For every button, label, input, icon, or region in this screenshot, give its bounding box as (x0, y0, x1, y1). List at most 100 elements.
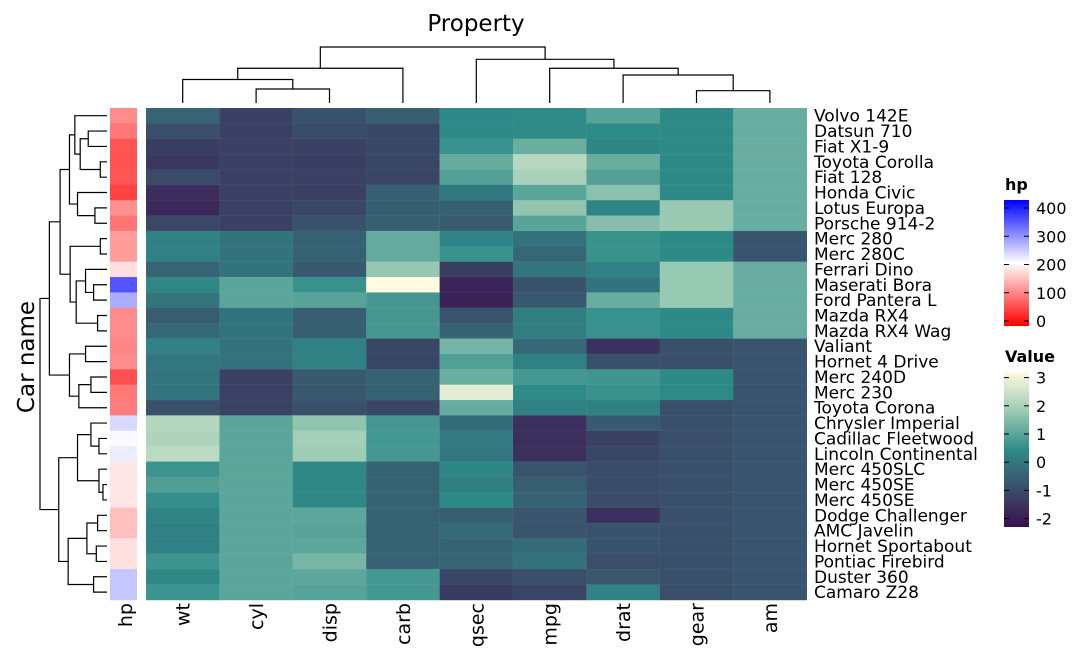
heatmap-cell (365, 461, 441, 478)
heatmap-cell (145, 292, 221, 309)
hp-annotation-cell (110, 200, 137, 216)
dendrogram-branch (695, 90, 771, 103)
dendrogram-branch (67, 537, 94, 586)
heatmap-cell (292, 153, 367, 171)
heatmap-cell (512, 107, 588, 125)
row-label: Lincoln Continental (814, 445, 978, 465)
heatmap-cell (145, 538, 221, 555)
row-label: AMC Javelin (814, 522, 914, 542)
heatmap-cell (659, 538, 734, 555)
heatmap-cell (292, 476, 367, 493)
column-label: gear (687, 603, 709, 646)
heatmap-cell (365, 430, 441, 447)
heatmap-cell (292, 123, 367, 140)
heatmap-cell (439, 215, 514, 232)
heatmap-cell (659, 230, 734, 247)
value-legend: Value -2 -1 0 1 2 3 (1004, 347, 1055, 529)
heatmap-cell (439, 538, 514, 555)
heatmap-cell (145, 399, 221, 417)
value-legend-colorbar (1004, 372, 1029, 527)
dendrogram-branch (68, 134, 78, 205)
dendrogram-branch (237, 67, 404, 103)
heatmap-cell (292, 522, 367, 540)
row-label: Porsche 914-2 (814, 214, 935, 234)
row-label: Duster 360 (814, 568, 909, 588)
heatmap-cell (732, 399, 808, 417)
row-label: Merc 450SE (814, 476, 914, 496)
hp-annotation-cell (110, 461, 137, 478)
legend-tick-label: 400 (1036, 199, 1067, 218)
heatmap-cell (659, 384, 734, 401)
heatmap-cell (512, 584, 588, 601)
hp-annotation-cell (110, 415, 137, 432)
heatmap-cell (219, 415, 294, 432)
heatmap-cell (439, 338, 514, 355)
heatmap-cell (659, 568, 734, 586)
dendrogram-branch (68, 353, 86, 397)
heatmap-cell (145, 522, 221, 540)
legend-tick-label: 300 (1036, 227, 1067, 246)
heatmap-cell (732, 553, 808, 570)
heatmap-cell (439, 138, 514, 155)
heatmap-cell (292, 568, 367, 586)
column-title: Property (427, 11, 524, 37)
heatmap-cell (512, 307, 588, 324)
heatmap-cell (365, 292, 441, 309)
heatmap-cell (659, 184, 734, 201)
heatmap-cell (659, 492, 734, 509)
heatmap-cell (659, 153, 734, 171)
heatmap-cell (586, 507, 661, 524)
heatmap-cell (732, 430, 808, 447)
heatmap-cell (219, 430, 294, 447)
heatmap-cell (732, 307, 808, 324)
heatmap-cell (292, 230, 367, 247)
heatmap-cell (219, 369, 294, 386)
row-label: Volvo 142E (814, 107, 909, 127)
heatmap-cell (292, 138, 367, 155)
hp-annotation-cell (110, 569, 137, 585)
heatmap-cell (292, 553, 367, 570)
hp-annotation-cell (110, 338, 137, 355)
heatmap-cell (732, 123, 808, 140)
dendrogram-branch (98, 437, 107, 455)
hp-annotation-cell (110, 307, 137, 324)
heatmap-cell (512, 538, 588, 555)
heatmap-cell (586, 107, 661, 125)
heatmap-cell (512, 369, 588, 386)
heatmap-cell (365, 522, 441, 540)
heatmap-cell (586, 430, 661, 447)
heatmap-cell (512, 138, 588, 155)
hp-annotation-cell (110, 215, 137, 232)
heatmap-cell (512, 522, 588, 540)
heatmap-cell (659, 476, 734, 493)
heatmap-cell (365, 215, 441, 232)
heatmap-cell (292, 246, 367, 263)
heatmap-cell (659, 107, 734, 125)
hp-annotation-cell (110, 522, 137, 539)
heatmap-cell (292, 322, 367, 340)
heatmap-cell (512, 353, 588, 370)
heatmap-cell (365, 153, 441, 171)
row-label: Merc 240D (814, 368, 906, 388)
heatmap-cell (512, 415, 588, 432)
value-legend-title: Value (1005, 347, 1055, 366)
heatmap-cell (512, 123, 588, 140)
heatmap-cell (586, 261, 661, 278)
heatmap-cell (145, 107, 221, 125)
heatmap-cell (586, 369, 661, 386)
heatmap-cell (365, 199, 441, 217)
heatmap-cell (732, 415, 808, 432)
heatmap-cell (439, 107, 514, 125)
hp-legend-title: hp (1005, 175, 1028, 194)
heatmap-cell (732, 507, 808, 524)
heatmap-cell (586, 199, 661, 217)
heatmap-cell (365, 107, 441, 125)
dendrogram-branch (84, 345, 107, 363)
heatmap-cell (659, 338, 734, 355)
column-labels: wt cyl disp carb qsec mpg drat gear am (173, 603, 782, 647)
dendrogram-branch (84, 268, 107, 294)
heatmap-cell (365, 338, 441, 355)
dendrogram-branch (75, 280, 98, 324)
heatmap-cell (145, 584, 221, 601)
heatmap-cell (586, 322, 661, 340)
